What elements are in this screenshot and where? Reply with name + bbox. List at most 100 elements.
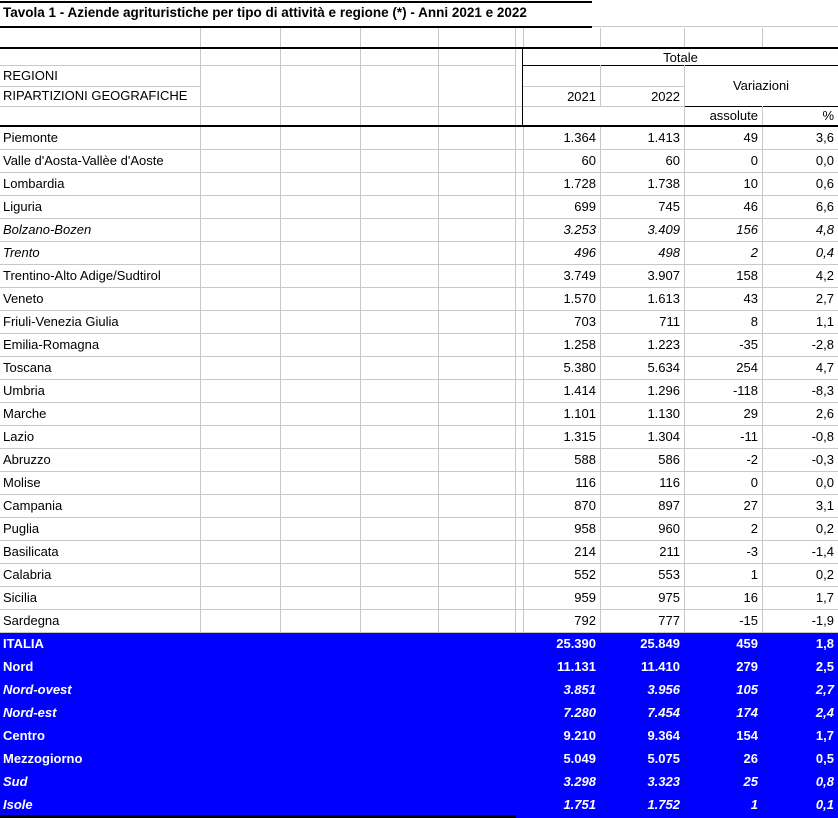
region-name-cell: Bolzano-Bozen (3, 222, 92, 237)
gridline (762, 127, 763, 633)
variation-absolute-cell: 0 (750, 475, 758, 490)
variation-absolute-cell: 254 (736, 360, 758, 375)
table-row: Puglia 958 960 2 0,2 (0, 518, 838, 541)
variation-percent-cell: 2,7 (815, 291, 834, 306)
value-2021-cell: 1.728 (563, 176, 596, 191)
variation-absolute-cell: -3 (746, 544, 758, 559)
region-name-cell: Campania (3, 498, 63, 513)
value-2021-cell: 116 (575, 475, 596, 490)
column-group-header-totale: Totale (663, 50, 698, 65)
region-name-cell: Lombardia (3, 176, 65, 191)
value-2022-cell: 5.075 (647, 751, 680, 766)
column-group-header-variazioni: Variazioni (732, 78, 790, 93)
value-2021-cell: 5.049 (563, 751, 596, 766)
variation-absolute-cell: 0 (750, 153, 758, 168)
table-row: Basilicata 214 211 -3 -1,4 (0, 541, 838, 564)
value-2022-cell: 777 (658, 613, 680, 628)
variation-absolute-cell: 1 (750, 567, 758, 582)
variation-percent-cell: -1,9 (811, 613, 834, 628)
value-2022-cell: 3.956 (647, 682, 680, 697)
region-name-cell: Toscana (3, 360, 52, 375)
table-row: Mezzogiorno 5.049 5.075 26 0,5 (0, 748, 838, 771)
variation-percent-cell: 2,5 (815, 659, 834, 674)
region-name-cell: Emilia-Romagna (3, 337, 100, 352)
value-2021-cell: 3.298 (563, 774, 596, 789)
gridline (515, 49, 516, 125)
gridline (523, 86, 684, 87)
variation-percent-cell: 1,7 (815, 728, 834, 743)
table-row: Abruzzo 588 586 -2 -0,3 (0, 449, 838, 472)
value-2021-cell: 1.315 (563, 429, 596, 444)
gridline (0, 65, 515, 66)
variation-percent-cell: 4,7 (815, 360, 834, 375)
gridline (200, 49, 201, 125)
gridline (0, 106, 684, 107)
value-2021-cell: 3.851 (563, 682, 596, 697)
variation-absolute-cell: 2 (750, 245, 758, 260)
table-row: Calabria 552 553 1 0,2 (0, 564, 838, 587)
value-2022-cell: 586 (658, 452, 680, 467)
value-2022-cell: 7.454 (647, 705, 680, 720)
value-2022-cell: 1.613 (647, 291, 680, 306)
table-row: Sardegna 792 777 -15 -1,9 (0, 610, 838, 633)
value-2021-cell: 214 (574, 544, 596, 559)
value-2022-cell: 1.296 (647, 383, 680, 398)
variation-percent-cell: 3,1 (815, 498, 834, 513)
variation-absolute-cell: 2 (750, 521, 758, 536)
value-2022-cell: 1.413 (647, 130, 680, 145)
variation-absolute-cell: 43 (743, 291, 758, 306)
table-row: Nord-est 7.280 7.454 174 2,4 (0, 702, 838, 725)
variation-percent-cell: 2,7 (815, 682, 834, 697)
region-name-cell: Lazio (3, 429, 35, 444)
gridline (438, 49, 439, 125)
value-2021-cell: 703 (574, 314, 596, 329)
gridline (280, 127, 281, 633)
value-2021-cell: 5.380 (563, 360, 596, 375)
region-name-cell: Abruzzo (3, 452, 51, 467)
value-2022-cell: 745 (658, 199, 680, 214)
value-2022-cell: 9.364 (647, 728, 680, 743)
gridline (0, 86, 200, 87)
value-2021-cell: 958 (574, 521, 596, 536)
variation-percent-cell: 0,6 (815, 176, 834, 191)
table-row: Marche 1.101 1.130 29 2,6 (0, 403, 838, 426)
table-row: Nord-ovest 3.851 3.956 105 2,7 (0, 679, 838, 702)
gridline (360, 127, 361, 633)
region-name-cell: Trentino-Alto Adige/Sudtirol (3, 268, 161, 283)
value-2021-cell: 792 (574, 613, 596, 628)
variation-absolute-cell: -2 (746, 452, 758, 467)
table-border (684, 106, 838, 107)
table-row: Trentino-Alto Adige/Sudtirol 3.749 3.907… (0, 265, 838, 288)
variation-absolute-cell: 49 (743, 130, 758, 145)
value-2021-cell: 1.414 (563, 383, 596, 398)
table-row: Lombardia 1.728 1.738 10 0,6 (0, 173, 838, 196)
variation-percent-cell: 4,8 (815, 222, 834, 237)
gridline (684, 28, 685, 47)
region-name-cell: Liguria (3, 199, 43, 214)
variation-absolute-cell: 105 (736, 682, 758, 697)
variation-percent-cell: -0,3 (811, 452, 834, 467)
table-row: Lazio 1.315 1.304 -11 -0,8 (0, 426, 838, 449)
value-2021-cell: 1.101 (563, 406, 596, 421)
table-row: Piemonte 1.364 1.413 49 3,6 (0, 127, 838, 150)
row-header-ripartizioni: RIPARTIZIONI GEOGRAFICHE (3, 88, 188, 103)
value-2021-cell: 11.131 (556, 659, 596, 674)
gridline (515, 28, 516, 47)
value-2022-cell: 1.752 (647, 797, 680, 812)
region-name-cell: Mezzogiorno (3, 751, 83, 766)
table-row: Toscana 5.380 5.634 254 4,7 (0, 357, 838, 380)
row-header-regioni: REGIONI (3, 68, 58, 83)
region-name-cell: Sicilia (3, 590, 37, 605)
table-row: Molise 116 116 0 0,0 (0, 472, 838, 495)
variation-percent-cell: 0,2 (815, 567, 834, 582)
table-row: Umbria 1.414 1.296 -118 -8,3 (0, 380, 838, 403)
gridline (438, 127, 439, 633)
value-2021-cell: 25.390 (556, 636, 596, 651)
variation-percent-cell: 4,2 (815, 268, 834, 283)
value-2021-cell: 959 (574, 590, 596, 605)
value-2021-cell: 1.364 (563, 130, 596, 145)
value-2022-cell: 711 (659, 314, 680, 329)
value-2021-cell: 3.749 (563, 268, 596, 283)
table-row: Sicilia 959 975 16 1,7 (0, 587, 838, 610)
